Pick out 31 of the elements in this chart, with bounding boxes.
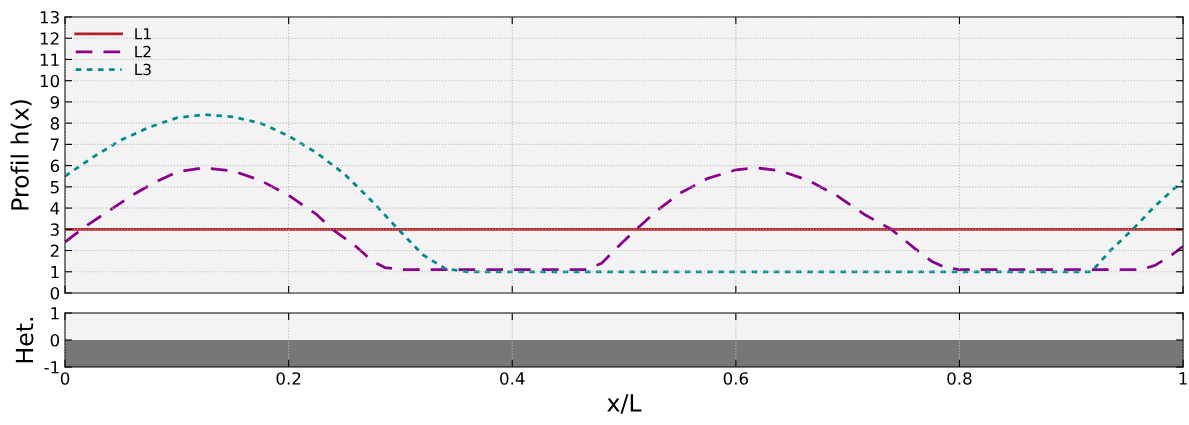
x-tick-label: 1 <box>1179 372 1187 385</box>
x-tick-label: 0.8 <box>947 372 972 385</box>
y-tick-label: 1 <box>51 307 59 320</box>
legend-label: L3 <box>135 63 151 76</box>
y-axis-title: Profil h(x) <box>10 100 32 210</box>
y-axis-title: Het. <box>15 318 34 363</box>
x-tick-label: 0.2 <box>276 372 301 385</box>
y-tick-label: 6 <box>50 159 60 173</box>
y-tick-label: 0 <box>50 333 60 347</box>
x-tick-label: 0.4 <box>500 372 525 385</box>
y-tick-label: 13 <box>40 10 59 24</box>
y-tick-label: 8 <box>50 117 60 130</box>
y-tick-label: 7 <box>50 138 59 151</box>
legend-label: L2 <box>135 45 151 58</box>
y-tick-label: 1 <box>51 265 59 279</box>
y-tick-label: 9 <box>50 95 60 109</box>
legend-label: L1 <box>135 28 151 40</box>
y-tick-label: 3 <box>50 223 59 236</box>
line-series <box>65 113 1184 274</box>
x-tick-label: 0 <box>60 372 70 385</box>
y-tick-label: 5 <box>50 181 59 194</box>
y-tick-label: 11 <box>40 53 59 66</box>
y-tick-label: 0 <box>50 286 60 300</box>
y-tick-label: 12 <box>40 32 59 45</box>
y-tick-label: 10 <box>40 74 60 88</box>
y-tick-label: -1 <box>44 361 59 374</box>
y-tick-label: 2 <box>50 244 59 257</box>
line-series <box>65 166 1184 272</box>
x-axis-title: x/L <box>607 394 642 414</box>
y-tick-label: 4 <box>50 202 60 215</box>
x-tick-label: 0.6 <box>723 372 749 385</box>
